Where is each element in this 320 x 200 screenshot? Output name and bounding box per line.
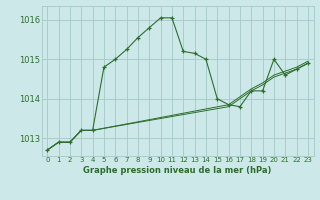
X-axis label: Graphe pression niveau de la mer (hPa): Graphe pression niveau de la mer (hPa) [84, 166, 272, 175]
